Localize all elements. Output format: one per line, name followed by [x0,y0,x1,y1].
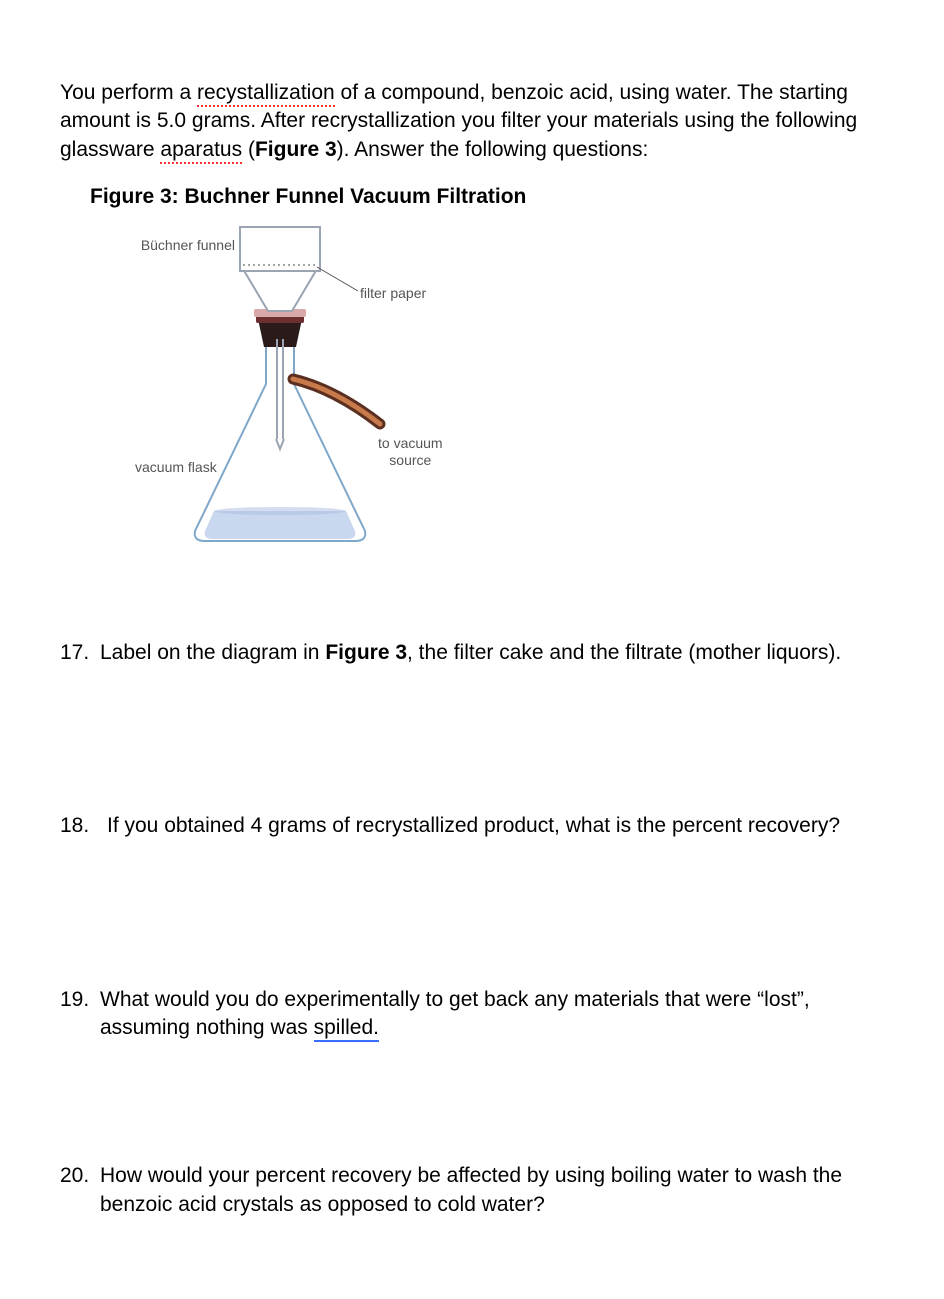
intro-pre: You perform a [60,81,197,104]
q18-pre: If you obtained 4 grams of recrystallize… [107,814,840,837]
figure-diagram: Büchner funnel filter paper vacuum flask… [80,219,440,579]
question-text: Label on the diagram in Figure 3, the fi… [100,639,884,667]
stem-right [282,339,284,439]
page: You perform a recystallization of a comp… [0,0,944,1299]
q19-pre: What would you do experimentally to get … [100,988,810,1039]
q17-pre: Label on the diagram in [100,641,325,664]
spellcheck-word-1: recystallization [197,81,335,107]
question-text: How would your percent recovery be affec… [100,1162,884,1219]
label-buchner-funnel: Büchner funnel [135,237,235,254]
buchner-diagram-svg [80,219,440,579]
label-vacuum-flask: vacuum flask [135,459,217,476]
question-19: 19. What would you do experimentally to … [60,986,884,1043]
question-list: 17. Label on the diagram in Figure 3, th… [60,639,884,1219]
question-18: 18. If you obtained 4 grams of recrystal… [60,812,884,840]
stem-left [276,339,278,439]
question-20: 20. How would your percent recovery be a… [60,1162,884,1219]
label-to-vacuum-1: to vacuum [378,435,443,451]
spellcheck-word-2: aparatus [160,138,242,164]
flask-liquid [205,511,356,539]
leader-filter-paper [317,267,358,291]
intro-paragraph: You perform a recystallization of a comp… [60,79,884,164]
question-text: If you obtained 4 grams of recrystallize… [100,812,884,840]
question-text: What would you do experimentally to get … [100,986,884,1043]
intro-post: ). Answer the following questions: [337,138,649,161]
stopper-body [258,319,302,347]
label-filter-paper: filter paper [360,285,426,302]
q20-pre: How would your percent recovery be affec… [100,1164,842,1215]
question-17: 17. Label on the diagram in Figure 3, th… [60,639,884,667]
liquid-surface [214,507,346,515]
question-number: 19. [60,986,100,1043]
intro-mid2: ( [242,138,255,161]
funnel-cone [243,269,317,311]
question-number: 20. [60,1162,100,1219]
label-to-vacuum-2: source [389,452,431,468]
q19-spelled: spilled. [314,1016,379,1042]
figure-title: Figure 3: Buchner Funnel Vacuum Filtrati… [90,185,884,209]
q17-bold: Figure 3 [325,641,407,664]
intro-figref: Figure 3 [255,138,337,161]
question-number: 18. [60,812,100,840]
q17-post: , the filter cake and the filtrate (moth… [407,641,841,664]
question-number: 17. [60,639,100,667]
